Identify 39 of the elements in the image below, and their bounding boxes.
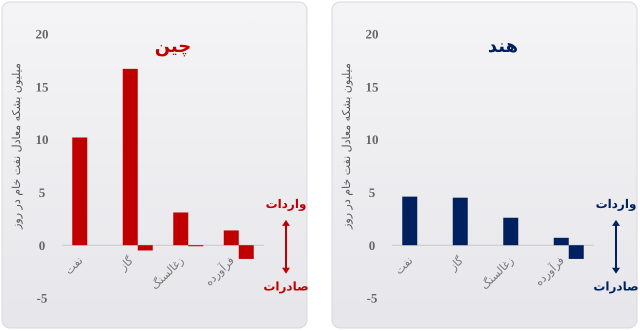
bar (503, 218, 518, 246)
y-tick-label: 0 (368, 238, 376, 253)
x-tick-label: زغالسنگ (478, 254, 516, 292)
y-axis-title: میلیون بشکه معادل نفت خام در روز (10, 63, 23, 230)
y-tick-label: 5 (368, 184, 376, 200)
text: واردات (266, 197, 306, 212)
x-tick-label: فرآورده (202, 253, 237, 289)
chart-title: هند (488, 36, 518, 57)
y-tick-label: 20 (36, 26, 48, 42)
y-tick-label: 15 (366, 79, 379, 94)
x-tick-label: فرآورده (532, 253, 567, 289)
bar (452, 198, 468, 246)
legend-label: صادرات (263, 280, 309, 294)
bar (224, 230, 239, 246)
bar (173, 212, 188, 246)
bar (238, 245, 254, 259)
text: واردات (596, 197, 636, 212)
y-tick-label: 10 (36, 132, 48, 148)
x-tick-label: نفت (392, 254, 416, 278)
y-tick-label: 20 (366, 26, 378, 42)
y-tick-label: 0 (38, 238, 46, 253)
bar (402, 196, 418, 246)
y-tick-label: -5 (36, 290, 48, 306)
legend-label: صادرات (593, 280, 639, 294)
y-tick-label: 10 (366, 132, 378, 148)
x-tick-label: زغالسنگ (148, 254, 186, 292)
bar (138, 245, 153, 250)
bar (72, 137, 88, 246)
bar (568, 245, 584, 259)
y-axis-title: میلیون بشکه معادل نفت خام در روز (340, 63, 353, 230)
chart-title: چین (154, 36, 192, 57)
x-tick-label: گاز (446, 254, 466, 274)
x-tick-label: گاز (116, 254, 136, 274)
bar (122, 68, 138, 246)
bar (554, 238, 569, 246)
x-tick-label: نفت (62, 254, 86, 278)
y-tick-label: 15 (36, 79, 49, 94)
y-tick-label: -5 (366, 290, 378, 306)
y-tick-label: 5 (38, 184, 46, 200)
